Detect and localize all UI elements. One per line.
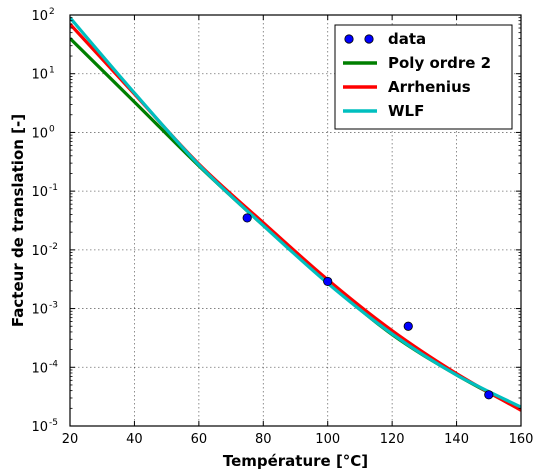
y-tick-exponent: -4 (49, 359, 58, 369)
y-tick-exponent: 2 (49, 7, 55, 17)
legend: data Poly ordre 2 Arrhenius WLF (334, 24, 513, 130)
x-tick-label: 60 (191, 432, 208, 447)
plot-frame (69, 14, 522, 427)
legend-marker-data (344, 34, 354, 44)
series-layer (70, 16, 521, 412)
y-tick-exponent: 0 (49, 124, 55, 134)
y-tick-exponent: -1 (49, 183, 58, 193)
y-tick-exponent: -2 (49, 242, 58, 252)
data-point (484, 390, 494, 400)
legend-label-wlf: WLF (388, 102, 424, 120)
data-point (403, 321, 413, 331)
x-tick-label: 120 (380, 432, 405, 447)
y-tick-label: 10 (31, 420, 48, 435)
y-tick-label: 10 (31, 361, 48, 376)
y-tick-label: 10 (31, 244, 48, 259)
y-tick-label: 10 (31, 185, 48, 200)
x-tick-label: 40 (126, 432, 143, 447)
x-tick-label: 140 (444, 432, 469, 447)
legend-label-arrhenius: Arrhenius (388, 78, 471, 96)
y-tick-label: 10 (31, 126, 48, 141)
y-axis-label: Facteur de translation [-] (9, 114, 27, 327)
x-tick-label: 20 (62, 432, 79, 447)
x-tick-label: 80 (255, 432, 272, 447)
y-tick-label: 10 (31, 9, 48, 24)
x-tick-label: 160 (509, 432, 534, 447)
series-line-wlf (70, 16, 521, 409)
x-tick-label: 100 (315, 432, 340, 447)
data-point (323, 276, 333, 287)
tick-layer: 20 40 60 80 100 120 140 16010-510-410-310-210-1… (31, 7, 533, 447)
y-tick-label: 10 (31, 68, 48, 83)
y-tick-exponent: 1 (49, 66, 55, 76)
legend-marker-data (364, 34, 374, 44)
y-tick-label: 10 (31, 303, 48, 318)
legend-label-data: data (388, 30, 426, 48)
y-tick-exponent: -5 (49, 418, 58, 428)
data-point (242, 213, 252, 223)
x-axis-label: Température [°C] (223, 452, 368, 470)
legend-label-poly-ordre-2: Poly ordre 2 (388, 54, 491, 72)
y-tick-exponent: -3 (49, 301, 58, 311)
